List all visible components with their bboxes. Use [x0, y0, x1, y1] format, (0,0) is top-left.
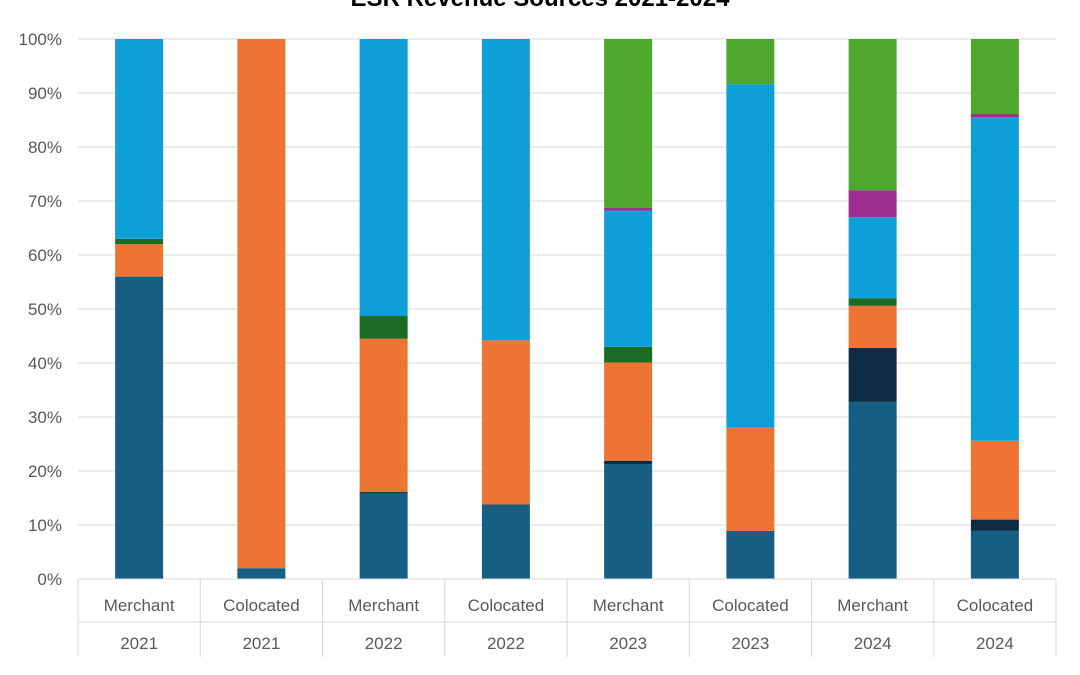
bar-segment-5: [970, 117, 1019, 441]
bar-segment-1: [481, 504, 530, 579]
y-tick-label: 90%: [28, 84, 62, 103]
bar-segment-4: [359, 316, 408, 339]
y-tick-label: 70%: [28, 192, 62, 211]
bar-stack: [726, 39, 775, 579]
gridlines: [78, 38, 1056, 526]
bar-segment-1: [970, 530, 1019, 579]
category-label: Merchant: [104, 596, 175, 615]
bar-stack: [359, 39, 408, 579]
y-tick-label: 20%: [28, 462, 62, 481]
category-label: Merchant: [348, 596, 419, 615]
category-year-label: 2021: [242, 634, 280, 653]
category-year-label: 2022: [365, 634, 403, 653]
chart-title: ESR Revenue Sources 2021-2024: [351, 0, 731, 12]
y-tick-label: 10%: [28, 516, 62, 535]
bar-stack: [481, 39, 530, 579]
bar-stack: [848, 39, 897, 579]
bar-segment-5: [604, 210, 653, 347]
category-label: Colocated: [468, 596, 545, 615]
bar-segment-6: [604, 208, 653, 211]
bar-segment-6: [970, 114, 1019, 118]
bar-segment-5: [115, 39, 164, 239]
bar-segment-3: [970, 440, 1019, 520]
y-axis-ticks: 0% 10% 20% 30% 40% 50% 60% 70% 80% 90% 100%: [19, 30, 62, 589]
category-year-label: 2024: [976, 634, 1014, 653]
bar-segment-1: [604, 463, 653, 579]
bar-segment-7: [726, 39, 775, 85]
bars: [115, 39, 1019, 579]
x-axis: Merchant 2021 Colocated 2021 Merchant 2022 Col…: [77, 578, 1057, 657]
bar-segment-1: [237, 568, 286, 579]
bar-segment-3: [115, 244, 164, 277]
bar-segment-5: [848, 217, 897, 299]
bar-segment-3: [481, 340, 530, 505]
category-label: Merchant: [837, 596, 908, 615]
bar-segment-7: [604, 39, 653, 209]
bar-stack: [115, 39, 164, 579]
category-year-label: 2024: [854, 634, 892, 653]
bar-segment-7: [970, 39, 1019, 115]
y-tick-label: 60%: [28, 246, 62, 265]
y-tick-label: 50%: [28, 300, 62, 319]
bar-segment-6: [848, 190, 897, 218]
category-year-label: 2023: [609, 634, 647, 653]
bar-segment-1: [726, 530, 775, 579]
bar-segment-2: [604, 460, 653, 464]
bar-segment-2: [848, 347, 897, 402]
bar-segment-1: [359, 493, 408, 579]
bar-segment-2: [359, 492, 408, 494]
bar-segment-1: [115, 276, 164, 579]
category-year-label: 2022: [487, 634, 525, 653]
bar-segment-3: [726, 427, 775, 531]
bar-segment-3: [359, 338, 408, 493]
category-label: Merchant: [593, 596, 664, 615]
y-tick-label: 40%: [28, 354, 62, 373]
bar-segment-5: [359, 39, 408, 317]
bar-segment-5: [726, 84, 775, 428]
bar-segment-3: [237, 39, 286, 569]
category-label: Colocated: [957, 596, 1034, 615]
bar-segment-2: [970, 519, 1019, 531]
bar-stack: [970, 39, 1019, 579]
y-tick-label: 80%: [28, 138, 62, 157]
category-year-label: 2021: [120, 634, 158, 653]
bar-segment-1: [848, 401, 897, 579]
y-tick-label: 0%: [37, 570, 62, 589]
bar-segment-3: [848, 305, 897, 348]
category-label: Colocated: [712, 596, 789, 615]
bar-segment-5: [481, 39, 530, 341]
category-label: Colocated: [223, 596, 300, 615]
bar-segment-4: [848, 298, 897, 306]
bar-stack: [237, 39, 286, 579]
y-tick-label: 100%: [19, 30, 62, 49]
bar-stack: [604, 39, 653, 579]
bar-segment-4: [604, 346, 653, 363]
bar-segment-7: [848, 39, 897, 191]
bar-segment-4: [115, 238, 164, 245]
category-year-label: 2023: [731, 634, 769, 653]
y-tick-label: 30%: [28, 408, 62, 427]
bar-segment-3: [604, 362, 653, 461]
